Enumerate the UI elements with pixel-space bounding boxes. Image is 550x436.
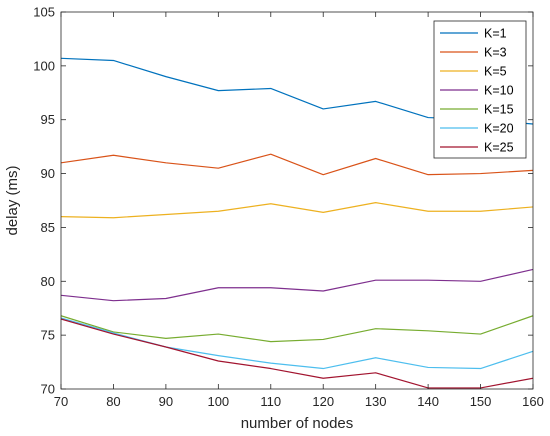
x-tick-label: 120	[312, 394, 334, 409]
y-tick-label: 105	[33, 5, 55, 20]
series-line-k-15	[60, 315, 534, 343]
x-tick-label: 130	[365, 394, 387, 409]
legend-label: K=3	[484, 46, 507, 60]
x-tick-label: 70	[54, 394, 68, 409]
x-tick-label: 160	[522, 394, 544, 409]
legend-label: K=5	[484, 65, 507, 79]
legend-label: K=25	[484, 141, 514, 155]
y-axis-title: delay (ms)	[4, 165, 21, 235]
legend: K=1 K=3 K=5 K=10 K=15 K=20 K=25	[433, 20, 527, 159]
x-tick-label: 100	[207, 394, 229, 409]
series-line-k-3	[60, 153, 534, 176]
series-line-k-25	[60, 318, 534, 389]
y-tick-label: 95	[41, 112, 55, 127]
x-tick-label: 80	[106, 394, 120, 409]
x-tick-label: 90	[159, 394, 173, 409]
y-tick-label: 90	[41, 166, 55, 181]
x-tick-label: 150	[470, 394, 492, 409]
series-line-k-10	[60, 268, 534, 302]
x-tick-label: 140	[417, 394, 439, 409]
legend-label: K=1	[484, 27, 507, 41]
y-tick-label: 100	[33, 58, 55, 73]
legend-label: K=20	[484, 122, 514, 136]
axes-box	[60, 11, 534, 390]
legend-label: K=15	[484, 103, 514, 117]
x-axis-title: number of nodes	[241, 415, 354, 432]
series-layer	[60, 57, 534, 389]
y-tick-label: 85	[41, 220, 55, 235]
y-tick-label: 75	[41, 328, 55, 343]
series-line-k-5	[60, 202, 534, 219]
legend-label: K=10	[484, 84, 514, 98]
y-tick-label: 80	[41, 274, 55, 289]
y-tick-label: 70	[41, 382, 55, 397]
axes-layer: 70 80 90 100 110 120 130 140 150 160 70 75 80 85 90 95 1…	[33, 5, 544, 410]
x-tick-label: 110	[260, 394, 281, 409]
